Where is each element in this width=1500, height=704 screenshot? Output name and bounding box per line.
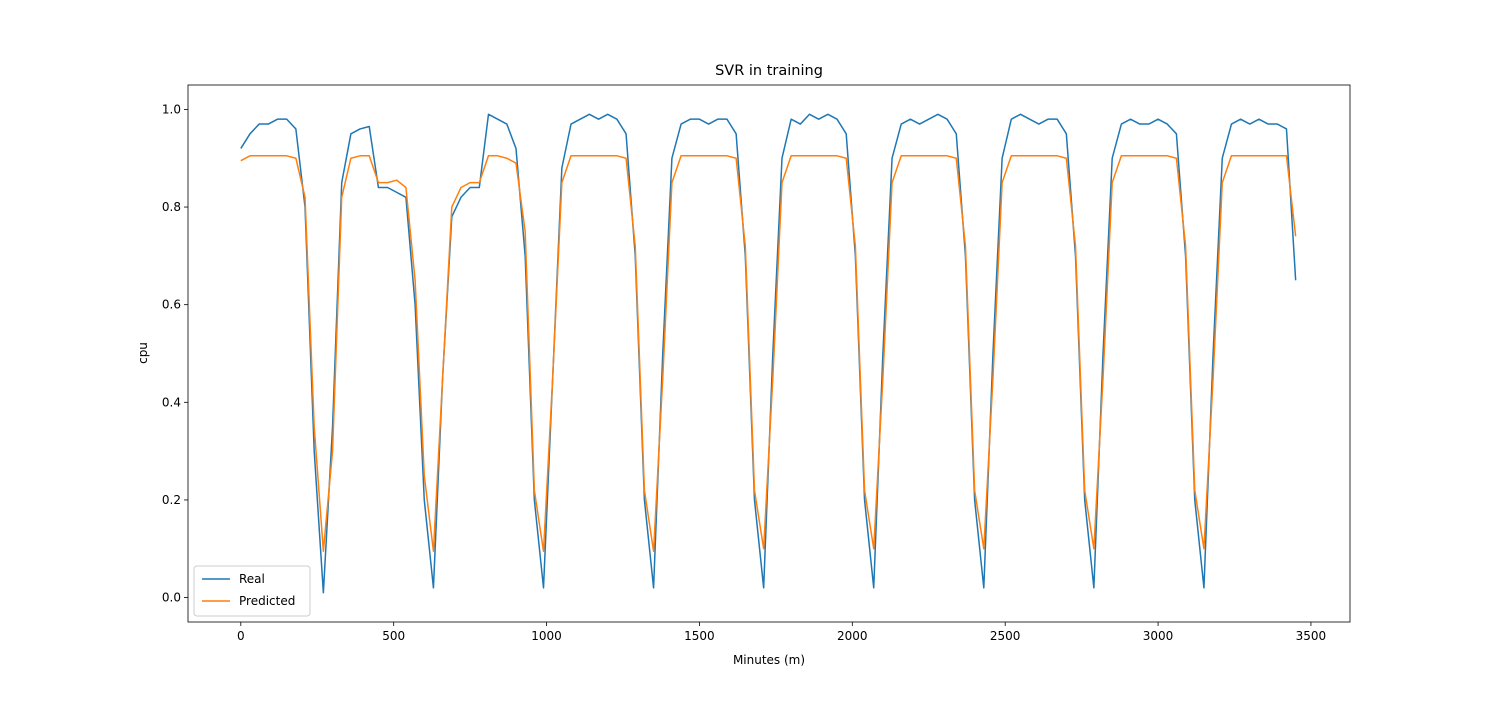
- x-tick-label: 3500: [1296, 629, 1327, 643]
- legend-label: Predicted: [239, 594, 295, 608]
- x-tick-label: 2000: [837, 629, 868, 643]
- x-tick-label: 500: [382, 629, 405, 643]
- legend: Real Predicted: [193, 565, 311, 617]
- x-tick-label: 1000: [531, 629, 562, 643]
- x-tick-label: 2500: [990, 629, 1021, 643]
- x-tick-label: 0: [237, 629, 245, 643]
- y-tick-label: 1.0: [162, 102, 181, 116]
- x-axis-label: Minutes (m): [733, 653, 805, 667]
- x-tick-label: 1500: [684, 629, 715, 643]
- x-tick-label: 3000: [1143, 629, 1174, 643]
- y-axis-label: cpu: [136, 342, 150, 364]
- series-line: [240, 155, 1297, 552]
- chart-title: SVR in training: [715, 63, 823, 79]
- y-tick-label: 0.8: [162, 200, 181, 214]
- y-tick-label: 0.2: [162, 493, 181, 507]
- y-tick-label: 0.6: [162, 298, 181, 312]
- y-tick-label: 0.4: [162, 395, 181, 409]
- legend-label: Real: [239, 572, 265, 586]
- plot-frame: [187, 84, 1351, 623]
- y-tick-label: 0.0: [162, 591, 181, 605]
